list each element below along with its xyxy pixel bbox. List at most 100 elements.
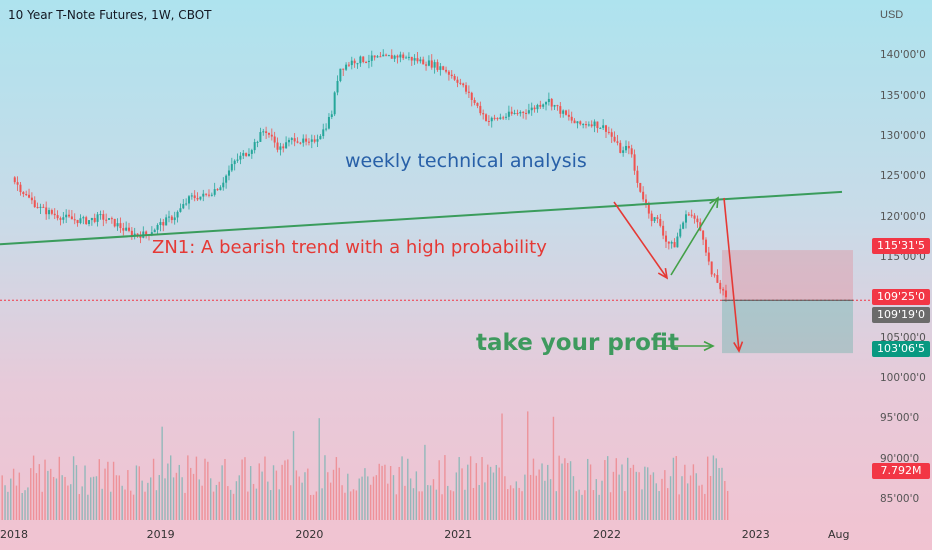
candle-body (85, 217, 88, 224)
volume-bar (618, 474, 620, 520)
candle-body (153, 229, 156, 233)
volume-bar (78, 494, 81, 520)
volume-bar (358, 478, 360, 520)
volume-bar (309, 494, 312, 520)
volume-bar (221, 465, 223, 520)
volume-bar (472, 487, 475, 520)
candle-body (287, 139, 290, 143)
volume-bar (115, 475, 118, 520)
volume-bar (184, 492, 186, 520)
volume-bar (198, 479, 200, 520)
volume-bar (487, 464, 489, 520)
volume-bar (647, 467, 649, 520)
candle-body (642, 191, 645, 200)
candle-body (513, 112, 516, 114)
volume-bar (355, 490, 358, 520)
candle-body (447, 71, 450, 75)
volume-bar (549, 479, 552, 520)
volume-bar (432, 479, 435, 520)
volume-bar (404, 485, 406, 520)
volume-bar (87, 494, 89, 520)
volume-bar (110, 491, 112, 520)
candle-body (445, 69, 448, 72)
candle-body (707, 252, 710, 262)
volume-bar (407, 458, 409, 520)
volume-bar (638, 472, 640, 520)
volume-bar (269, 490, 272, 520)
volume-bar (712, 455, 715, 520)
volume-bar (181, 477, 183, 520)
candle-body (39, 206, 42, 208)
annotation-weekly: weekly technical analysis (345, 150, 587, 172)
volume-bar (190, 467, 192, 520)
candle-body (587, 124, 590, 126)
candle-body (356, 63, 359, 65)
x-tick-label: 2022 (592, 528, 621, 541)
volume-bar (95, 476, 98, 520)
volume-bar (604, 460, 606, 520)
volume-bar (484, 482, 486, 520)
volume-bar (118, 475, 120, 520)
candle-body (647, 202, 650, 214)
candle-body (562, 110, 565, 114)
volume-bar (307, 468, 309, 520)
volume-bar (155, 490, 158, 520)
volume-bar (558, 455, 560, 520)
candle-body (299, 142, 302, 144)
candle-body (570, 116, 573, 121)
volume-bar (684, 464, 686, 520)
candle-body (390, 55, 393, 59)
target-upper-badge: 115'31'5 (872, 238, 930, 254)
candle-body (579, 121, 582, 125)
volume-bar (61, 475, 63, 520)
candle-body (290, 138, 293, 140)
candle-body (265, 131, 268, 134)
volume-bar (715, 458, 717, 520)
candle-body (399, 54, 402, 58)
volume-bar (72, 456, 75, 520)
candle-body (42, 206, 45, 208)
volume-bar (587, 458, 589, 520)
candle-body (487, 120, 490, 122)
candle-body (542, 104, 545, 107)
volume-bar (27, 487, 29, 520)
volume-bar (15, 485, 18, 520)
candle-body (593, 121, 596, 127)
candle-body (559, 106, 562, 114)
volume-bar (138, 466, 140, 520)
volume-bar (655, 483, 657, 520)
candle-body (704, 239, 707, 253)
candle-body (673, 242, 676, 248)
volume-bar (295, 470, 298, 520)
volume-bar (621, 464, 623, 520)
volume-bar (224, 458, 226, 520)
candle-body (102, 214, 105, 220)
candle-body (622, 150, 625, 153)
volume-bar (4, 485, 6, 520)
x-tick-label: 2023 (741, 528, 770, 541)
candle-body (602, 125, 605, 128)
volume-bar (170, 455, 172, 520)
candle-body (350, 60, 353, 66)
volume-bar (435, 489, 438, 520)
volume-bar (367, 476, 369, 520)
candle-body (88, 220, 91, 224)
candle-body (19, 184, 22, 193)
volume-bar (552, 416, 555, 520)
candle-body (36, 207, 39, 209)
volume-bar (649, 474, 652, 520)
candle-body (373, 55, 376, 58)
candle-body (565, 110, 568, 115)
volume-bar (541, 463, 543, 520)
candle-body (393, 55, 396, 59)
volume-bar (589, 464, 592, 520)
candle-body (596, 121, 599, 129)
volume-bar (35, 473, 38, 520)
candle-body (713, 274, 716, 276)
y-tick-label: 90'00'0 (880, 452, 920, 465)
candle-body (250, 150, 253, 154)
volume-bar (644, 466, 646, 520)
volume-bar (364, 468, 366, 520)
bearish-arrow-1-head (657, 267, 669, 280)
